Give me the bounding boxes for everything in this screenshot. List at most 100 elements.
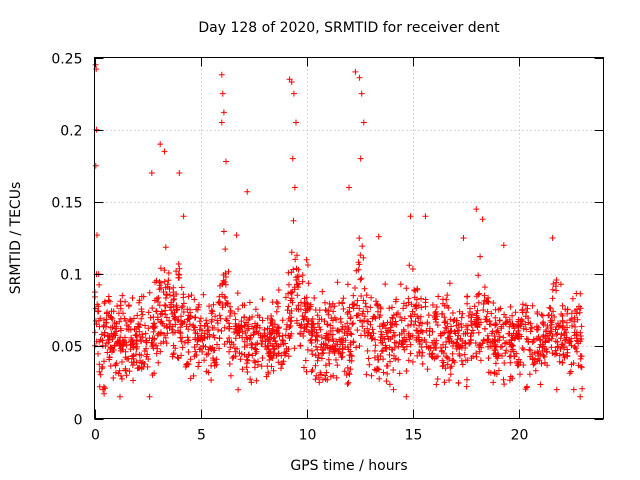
data-point [336, 300, 343, 307]
data-point [269, 323, 276, 329]
data-point [427, 345, 434, 352]
data-point [276, 333, 283, 340]
data-point [308, 330, 315, 337]
data-point [301, 364, 307, 371]
data-point [329, 300, 336, 307]
data-point [284, 321, 290, 328]
data-point [282, 294, 289, 301]
data-point [374, 301, 381, 307]
data-point [434, 353, 441, 360]
data-point [244, 357, 251, 364]
data-point [158, 308, 165, 315]
data-point [538, 360, 545, 367]
data-point [555, 320, 561, 327]
data-point [559, 359, 566, 366]
data-point [520, 362, 527, 368]
data-point [358, 275, 365, 282]
data-point [366, 361, 373, 368]
data-point [390, 329, 397, 336]
data-point [285, 303, 292, 310]
data-point [225, 300, 231, 306]
data-point [500, 334, 507, 341]
data-point [154, 332, 161, 339]
data-point [166, 317, 173, 324]
data-point [123, 372, 130, 379]
data-point [400, 305, 407, 312]
data-point [110, 375, 117, 381]
data-point [509, 312, 516, 319]
data-point [257, 334, 264, 341]
data-point [107, 324, 114, 331]
data-point [110, 331, 117, 338]
data-point [97, 315, 104, 322]
data-point [317, 369, 324, 376]
data-point [568, 310, 575, 317]
data-point [157, 279, 164, 286]
data-point [322, 335, 329, 342]
data-point [312, 376, 319, 383]
data-point [537, 351, 544, 358]
data-point [413, 296, 420, 303]
data-point [97, 371, 104, 378]
data-point [297, 342, 304, 349]
data-point [361, 285, 368, 292]
data-point [232, 335, 239, 342]
data-point [543, 349, 550, 356]
axis-ticks: 0 0.05 0.1 0.15 0.2 0.25 0 5 10 15 20 [51, 52, 604, 444]
data-point [557, 281, 564, 288]
data-point [314, 332, 321, 339]
data-point [214, 317, 221, 324]
data-point [298, 299, 304, 306]
data-point [136, 299, 142, 306]
data-point [317, 344, 324, 351]
data-point [311, 295, 318, 301]
data-point [380, 356, 387, 363]
data-point [116, 367, 123, 374]
data-point [160, 289, 167, 295]
data-point [247, 332, 254, 339]
data-point [482, 316, 489, 323]
data-point [379, 323, 386, 330]
data-point [138, 315, 145, 322]
data-point [172, 345, 179, 352]
data-point [92, 162, 99, 169]
data-point [439, 357, 446, 364]
data-point [350, 292, 357, 299]
data-point [509, 346, 516, 353]
data-point [572, 308, 579, 314]
data-point [283, 345, 290, 352]
data-point [350, 301, 357, 308]
data-point [407, 213, 414, 220]
data-point [345, 379, 352, 386]
data-point [236, 350, 243, 356]
data-point [440, 350, 447, 357]
data-point [475, 272, 482, 279]
data-point [322, 376, 329, 383]
data-point [157, 348, 164, 355]
data-point [500, 321, 507, 328]
data-point [314, 346, 321, 353]
data-point [230, 353, 237, 360]
data-point [387, 324, 394, 331]
data-point [329, 336, 336, 342]
data-point [250, 331, 257, 338]
data-point [208, 307, 215, 314]
x-tick-label: 0 [91, 428, 100, 444]
data-point [180, 294, 187, 301]
data-point [531, 349, 538, 356]
data-point [130, 352, 137, 359]
data-point [354, 327, 361, 334]
data-point [434, 376, 441, 382]
data-point [460, 235, 467, 241]
y-tick-label: 0.1 [60, 268, 82, 284]
data-point [252, 306, 259, 313]
data-point [541, 353, 548, 360]
data-point [156, 302, 163, 309]
data-point [121, 339, 127, 346]
data-point [456, 350, 463, 357]
data-point [259, 355, 266, 361]
data-point [444, 354, 451, 361]
data-point [350, 320, 357, 327]
data-point [339, 349, 346, 356]
